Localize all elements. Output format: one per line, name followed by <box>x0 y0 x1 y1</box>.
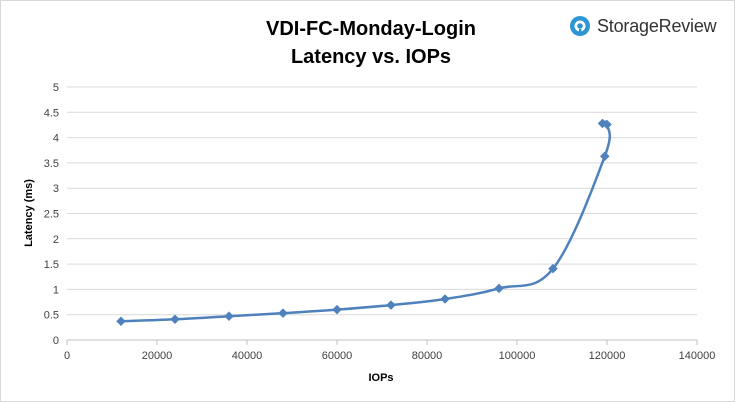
data-point-marker <box>548 263 558 274</box>
y-tick-label: 2 <box>53 234 59 246</box>
chart-title-line1: VDI-FC-Monday-Login <box>266 18 476 40</box>
brand-name: StorageReview <box>597 15 717 36</box>
y-tick-label: 5 <box>53 82 59 94</box>
y-tick-label: 0.5 <box>44 310 59 322</box>
data-point-marker <box>597 118 608 129</box>
data-point-marker <box>170 314 180 325</box>
y-tick-label: 4.5 <box>44 107 59 119</box>
data-point-marker <box>494 283 504 294</box>
x-tick-label: 40000 <box>232 350 263 362</box>
data-point-marker <box>332 304 342 315</box>
y-tick-label: 3.5 <box>44 158 59 170</box>
y-tick-label: 2.5 <box>44 209 59 221</box>
x-tick-label: 80000 <box>412 350 443 362</box>
y-tick-label: 3 <box>53 183 59 195</box>
data-point-marker <box>599 151 610 162</box>
y-tick-label: 4 <box>53 133 59 145</box>
y-axis-label: Latency (ms) <box>23 179 35 247</box>
data-point-marker <box>224 311 234 322</box>
series-line <box>119 120 612 323</box>
y-tick-label: 1 <box>53 284 59 296</box>
x-tick-label: 120000 <box>589 350 626 362</box>
x-tick-label: 0 <box>64 350 70 362</box>
axis-layer: 0 0.5 1 1.5 2 2.5 3 3.5 4 4.5 5 0 20000 40000 60000 800… <box>44 82 716 362</box>
data-point-marker <box>386 300 396 310</box>
y-tick-label: 0 <box>53 335 59 347</box>
x-tick-label: 100000 <box>499 350 536 362</box>
x-tick-label: 20000 <box>142 350 173 362</box>
brand-logo: StorageReview <box>569 15 717 37</box>
data-point-marker <box>116 316 126 327</box>
x-tick-label: 140000 <box>679 350 716 362</box>
data-point-marker <box>278 308 288 319</box>
series-layer <box>116 118 612 327</box>
data-point-marker <box>440 294 450 304</box>
chart-title-line2: Latency vs. IOPs <box>290 46 452 68</box>
x-axis-label: IOPs <box>368 372 393 384</box>
y-tick-label: 1.5 <box>44 259 59 271</box>
x-tick-label: 60000 <box>322 350 353 362</box>
chart-title: VDI-FC-Monday-Login Latency vs. IOPs <box>241 15 501 71</box>
storagereview-logo-icon <box>570 16 590 36</box>
